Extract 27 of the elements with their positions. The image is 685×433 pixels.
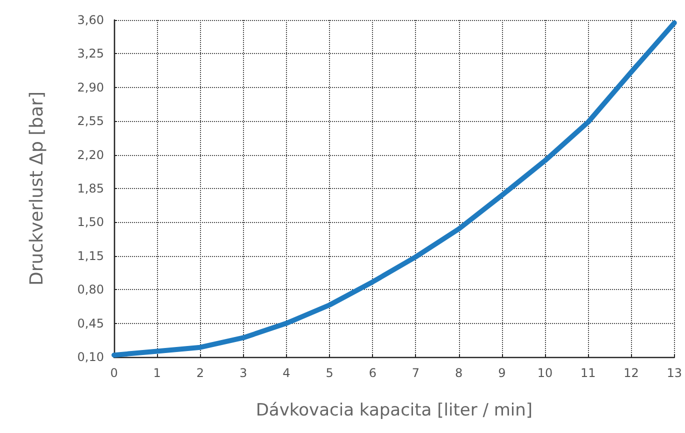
x-tick-label: 3	[239, 366, 248, 380]
y-tick-label: 2,20	[77, 148, 104, 162]
y-tick-label: 1,50	[77, 215, 104, 230]
y-tick-label: 0,10	[77, 350, 104, 364]
y-axis-title: Druckverlust Δp [bar]	[26, 91, 48, 286]
x-tick-label: 8	[455, 366, 463, 380]
x-tick-label: 10	[537, 366, 553, 380]
x-tick-label: 4	[282, 366, 290, 380]
y-tick-label: 1,15	[77, 248, 104, 263]
x-tick-label: 0	[110, 366, 118, 380]
x-tick-label: 7	[412, 366, 420, 380]
y-tick-label: 0,80	[77, 282, 104, 297]
x-tick-label: 1	[153, 366, 161, 380]
y-tick-label: 2,90	[77, 80, 104, 94]
y-tick-label: 3,25	[77, 46, 104, 61]
x-tick-label: 13	[666, 366, 682, 380]
x-tick-label: 6	[368, 366, 376, 380]
x-axis-title: Dávkovacia kapacita [liter / min]	[256, 400, 533, 420]
y-tick-label: 0,45	[77, 316, 104, 330]
y-tick-label: 1,85	[77, 182, 104, 196]
x-tick-label: 2	[196, 366, 204, 380]
x-tick-label: 12	[624, 366, 639, 380]
y-tick-label: 3,60	[77, 13, 104, 27]
y-tick-label: 2,55	[77, 114, 104, 128]
x-tick-label: 11	[580, 366, 596, 380]
x-tick-label: 5	[326, 366, 334, 380]
x-tick-label: 9	[498, 366, 506, 380]
